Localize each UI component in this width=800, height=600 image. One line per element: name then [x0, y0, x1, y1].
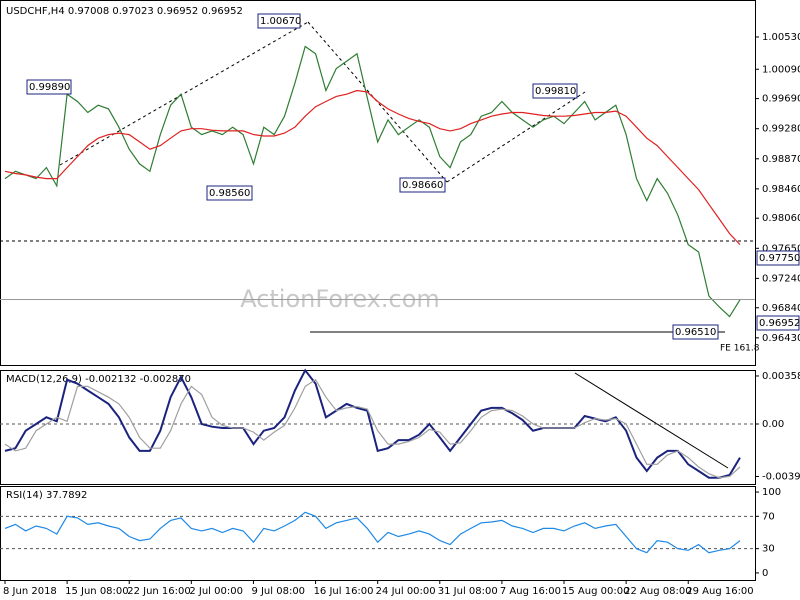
- y-tick-label: 0.99280: [762, 124, 800, 135]
- price-label-box: [756, 315, 800, 331]
- x-tick-label: 15 Aug 00:00: [562, 586, 629, 597]
- macd-panel: [0, 370, 756, 485]
- x-tick-label: 9 Jul 08:00: [251, 586, 305, 597]
- price-label-box: [206, 185, 253, 201]
- y-tick-label: 0.98870: [762, 154, 800, 165]
- series-line: [4, 89, 741, 246]
- price-label: 0.96952: [759, 318, 800, 329]
- y-tick-label: 100: [762, 487, 781, 498]
- y-tick-label: 1.00530: [762, 32, 800, 43]
- x-tick-label: 2 Jul 00:00: [189, 586, 243, 597]
- x-tick-label: 29 Aug 16:00: [686, 586, 753, 597]
- macd-title: MACD(12,26,9) -0.002132 -0.002870: [6, 374, 191, 385]
- trendline: [59, 21, 309, 166]
- x-tick-label: 22 Aug 08:00: [624, 586, 691, 597]
- y-tick-label: 0.00358: [762, 371, 800, 382]
- y-tick-label: -0.003908: [762, 471, 800, 482]
- price-label: FE 161.8: [720, 344, 760, 354]
- y-tick-label: 0: [762, 568, 768, 579]
- price-label: 0.98560: [209, 188, 250, 199]
- price-label-box: [756, 250, 800, 266]
- y-tick-label: 0.97650: [762, 243, 800, 254]
- price-label: 1.00670: [260, 16, 301, 27]
- price-label: 0.96510: [675, 327, 716, 338]
- rsi-panel: [0, 486, 756, 581]
- x-tick-label: 24 Jul 00:00: [376, 586, 436, 597]
- trendline: [307, 21, 448, 183]
- trendlines: [59, 21, 586, 183]
- x-tick-label: 16 Jul 16:00: [314, 586, 374, 597]
- x-tick-label: 31 Jul 08:00: [438, 586, 498, 597]
- series-line: [4, 511, 741, 554]
- x-tick-label: 15 Jun 08:00: [65, 586, 129, 597]
- y-tick-label: 0.99690: [762, 94, 800, 105]
- price-label-box: [257, 13, 301, 29]
- series-line: [4, 378, 741, 479]
- price-title: USDCHF,H4 0.97008 0.97023 0.96952 0.9695…: [6, 6, 243, 17]
- price-label-box: [399, 177, 446, 193]
- y-tick-label: 1.00090: [762, 64, 800, 75]
- y-tick-label: 0.97240: [762, 273, 800, 284]
- watermark: ActionForex.com: [240, 285, 440, 313]
- price-panel: [0, 0, 756, 366]
- y-tick-label: 0.96840: [762, 303, 800, 314]
- y-tick-label: 0.98060: [762, 213, 800, 224]
- y-tick-label: 0.00: [762, 419, 784, 430]
- price-label: 0.99810: [535, 86, 576, 97]
- y-tick-label: 0.96430: [762, 333, 800, 344]
- price-label-box: [672, 324, 719, 340]
- price-label-box: [532, 83, 578, 99]
- macd-trendline: [574, 372, 729, 469]
- y-tick-label: 70: [762, 511, 775, 522]
- price-label-box: [26, 79, 72, 95]
- price-label: 0.98660: [402, 180, 443, 191]
- y-tick-label: 30: [762, 544, 775, 555]
- y-tick-label: 0.98460: [762, 184, 800, 195]
- x-tick-label: 7 Aug 16:00: [500, 586, 561, 597]
- x-tick-label: 8 Jun 2018: [3, 586, 57, 597]
- series-line: [4, 45, 741, 318]
- price-label: 0.97750: [759, 253, 800, 264]
- price-label: 0.99890: [29, 82, 70, 93]
- x-tick-label: 22 Jun 16:00: [127, 586, 191, 597]
- rsi-title: RSI(14) 37.7892: [6, 490, 87, 501]
